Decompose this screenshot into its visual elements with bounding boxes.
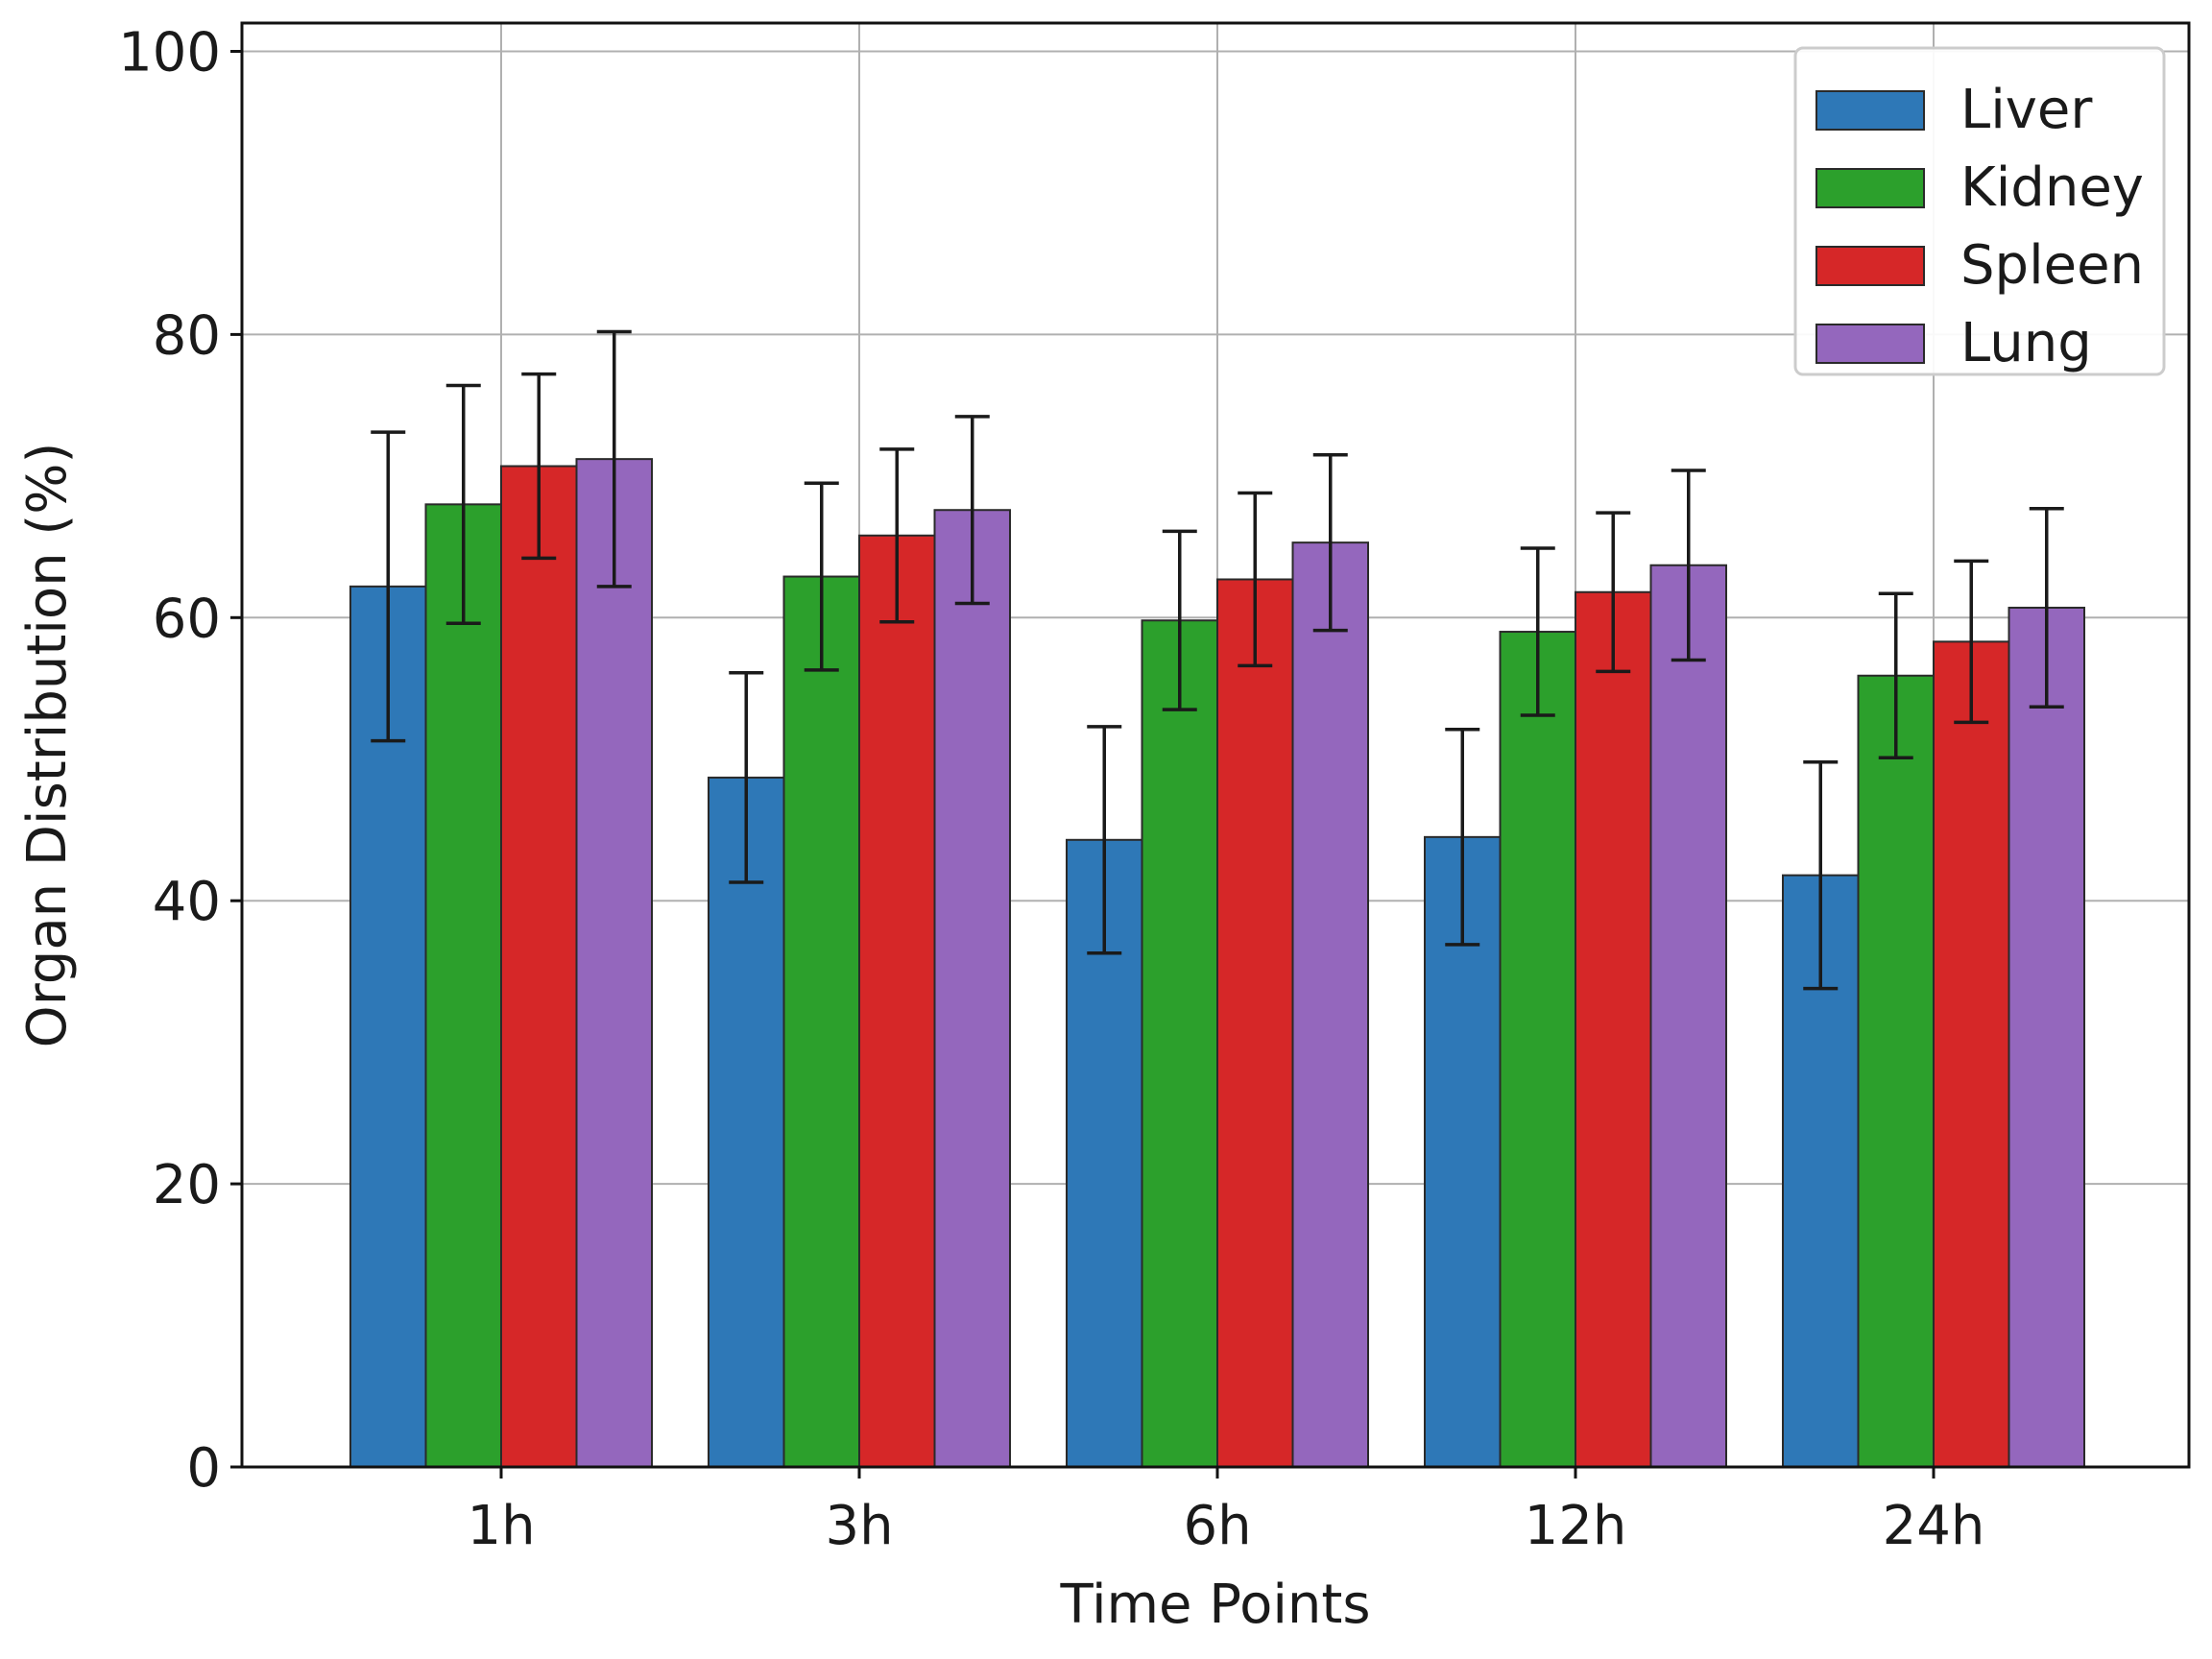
- error-bar-kidney-6h: [1162, 529, 1197, 711]
- error-bar-lung-1h: [596, 329, 632, 589]
- error-bar-kidney-12h: [1520, 546, 1555, 717]
- bar-lung-6h: [1291, 541, 1369, 1468]
- error-bar-liver-12h: [1445, 728, 1480, 947]
- error-bar-kidney-3h: [804, 481, 839, 672]
- error-bar-liver-24h: [1803, 759, 1839, 991]
- x-tick-label: 6h: [1183, 1495, 1251, 1557]
- error-bar-lung-6h: [1312, 452, 1348, 633]
- bar-kidney-3h: [782, 575, 860, 1468]
- error-bar-spleen-6h: [1238, 491, 1273, 668]
- legend-swatch: [1815, 324, 1925, 364]
- error-bar-liver-1h: [371, 430, 406, 743]
- legend-item-spleen: Spleen: [1815, 234, 2144, 297]
- x-tick-label: 24h: [1883, 1495, 1985, 1557]
- error-bar-spleen-12h: [1596, 511, 1631, 674]
- legend-label: Liver: [1960, 79, 2093, 141]
- bar-kidney-24h: [1857, 674, 1935, 1468]
- legend-swatch: [1815, 90, 1925, 131]
- legend-item-kidney: Kidney: [1815, 156, 2144, 219]
- error-bar-kidney-1h: [445, 383, 481, 625]
- error-bar-lung-12h: [1671, 469, 1706, 662]
- bar-kidney-12h: [1499, 631, 1576, 1468]
- y-tick-label: 80: [153, 304, 221, 367]
- error-bar-spleen-24h: [1954, 559, 1989, 725]
- legend-item-lung: Lung: [1815, 312, 2092, 374]
- error-bar-lung-3h: [954, 415, 990, 606]
- error-bar-spleen-3h: [879, 447, 915, 624]
- legend-swatch: [1815, 168, 1925, 208]
- bar-kidney-1h: [424, 503, 502, 1468]
- bar-lung-24h: [2008, 606, 2085, 1468]
- x-tick-label: 1h: [467, 1495, 535, 1557]
- error-bar-liver-6h: [1087, 725, 1122, 955]
- legend-label: Spleen: [1960, 234, 2144, 297]
- error-bars: [371, 329, 2064, 991]
- x-tick-label: 12h: [1525, 1495, 1627, 1557]
- bar-spleen-24h: [1933, 640, 2010, 1468]
- y-axis: 0 20 40 60 80 100: [118, 21, 242, 1500]
- legend-item-liver: Liver: [1815, 79, 2093, 141]
- bar-lung-1h: [575, 458, 653, 1468]
- y-tick-label: 40: [153, 871, 221, 933]
- y-axis-title: Organ Distribution (%): [16, 443, 79, 1048]
- legend-label: Kidney: [1960, 156, 2144, 219]
- bar-kidney-6h: [1141, 619, 1218, 1468]
- y-tick-label: 100: [118, 21, 221, 84]
- error-bar-lung-24h: [2029, 507, 2064, 709]
- bar-lung-12h: [1649, 564, 1727, 1468]
- bars: [349, 458, 2085, 1468]
- bar-spleen-12h: [1575, 590, 1652, 1468]
- legend-label: Lung: [1960, 312, 2092, 374]
- error-bar-liver-3h: [729, 671, 764, 884]
- legend-swatch: [1815, 246, 1925, 286]
- error-bar-kidney-24h: [1878, 591, 1913, 760]
- bar-lung-3h: [933, 509, 1011, 1468]
- bar-spleen-6h: [1216, 578, 1294, 1468]
- plot-frame: [240, 21, 2191, 1469]
- y-tick-label: 0: [186, 1437, 221, 1500]
- bar-spleen-3h: [858, 534, 936, 1468]
- y-tick-label: 20: [153, 1154, 221, 1216]
- bar-spleen-1h: [500, 465, 578, 1468]
- legend: Liver Kidney Spleen Lung: [1793, 46, 2166, 376]
- x-axis: 1h 3h 6h 12h 24h: [467, 1467, 1984, 1557]
- y-tick-label: 60: [153, 588, 221, 650]
- x-axis-title: Time Points: [1059, 1574, 1370, 1636]
- error-bar-spleen-1h: [521, 372, 557, 561]
- x-tick-label: 3h: [825, 1495, 893, 1557]
